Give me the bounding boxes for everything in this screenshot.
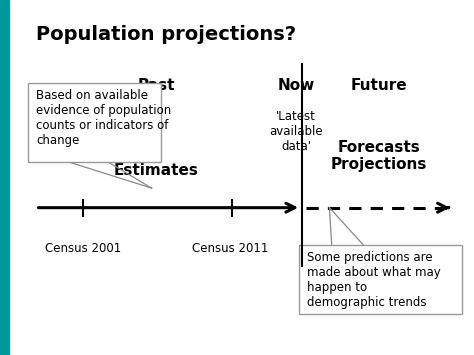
- Text: Census 2011: Census 2011: [191, 242, 268, 255]
- Text: Population projections?: Population projections?: [36, 25, 296, 44]
- Text: Future: Future: [351, 78, 408, 93]
- Text: Estimates: Estimates: [114, 163, 199, 178]
- Text: Forecasts
Projections: Forecasts Projections: [331, 140, 428, 173]
- Text: 'Latest
available
data': 'Latest available data': [269, 110, 323, 153]
- Text: Now: Now: [278, 78, 315, 93]
- FancyBboxPatch shape: [299, 245, 462, 314]
- Text: Based on available
evidence of population
counts or indicators of
change: Based on available evidence of populatio…: [36, 89, 172, 147]
- Text: Census 2001: Census 2001: [45, 242, 121, 255]
- Text: Past: Past: [137, 78, 175, 93]
- Text: Some predictions are
made about what may
happen to
demographic trends: Some predictions are made about what may…: [307, 251, 440, 309]
- FancyBboxPatch shape: [28, 83, 161, 162]
